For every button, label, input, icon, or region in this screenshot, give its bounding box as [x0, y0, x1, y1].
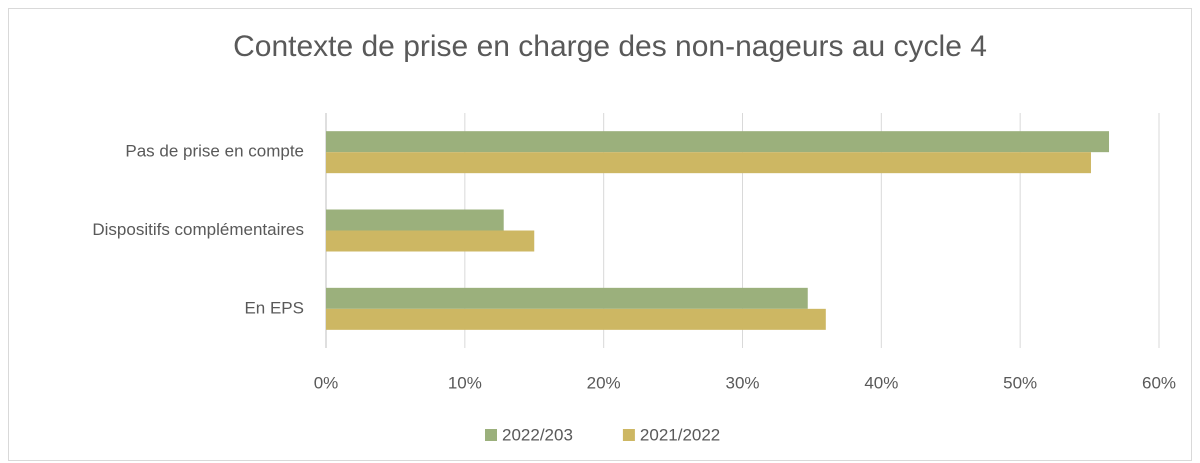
x-tick-label: 10% [448, 373, 482, 392]
bar [326, 209, 504, 231]
bar [326, 152, 1091, 174]
bar [326, 308, 826, 330]
legend-swatch [485, 429, 497, 441]
x-tick-label: 30% [725, 373, 759, 392]
x-tick-label: 50% [1003, 373, 1037, 392]
legend-label: 2022/203 [502, 425, 573, 444]
chart-title: Contexte de prise en charge des non-nage… [233, 30, 987, 63]
legend-swatch [622, 429, 635, 441]
bar [326, 230, 535, 252]
y-tick-label: Dispositifs complémentaires [92, 220, 304, 239]
y-tick-label: Pas de prise en compte [125, 142, 304, 161]
bar [326, 287, 808, 309]
bar [326, 131, 1110, 153]
x-tick-label: 20% [587, 373, 621, 392]
x-tick-label: 60% [1142, 373, 1176, 392]
legend-label: 2021/2022 [640, 425, 720, 444]
y-tick-label: En EPS [244, 298, 304, 317]
x-tick-label: 40% [864, 373, 898, 392]
x-tick-label: 0% [314, 373, 339, 392]
chart-frame [8, 8, 1192, 461]
